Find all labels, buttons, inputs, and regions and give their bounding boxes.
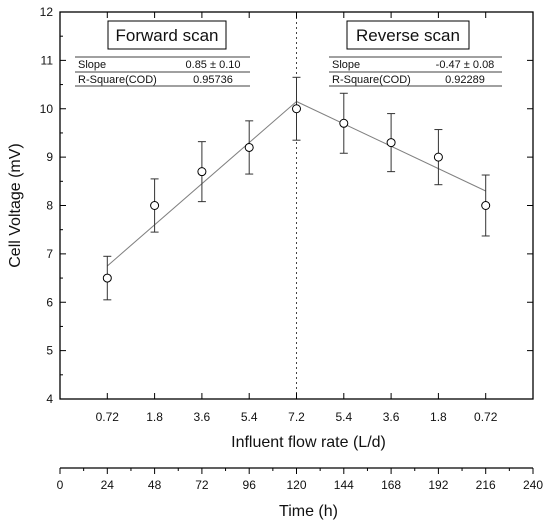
time-tick-label: 72: [195, 478, 209, 492]
data-point: [339, 118, 349, 128]
time-tick-label: 48: [148, 478, 162, 492]
data-point: [197, 167, 207, 177]
y-tick-label: 6: [46, 295, 53, 309]
x-axis-title: Influent flow rate (L/d): [231, 434, 386, 451]
x-tick-label: 5.4: [241, 410, 258, 424]
x-tick-label: 3.6: [194, 410, 211, 424]
r-square-value: 0.92289: [445, 74, 485, 86]
slope-label: Slope: [332, 59, 360, 71]
scan-label: Reverse scan: [356, 26, 460, 45]
time-axis-title: Time (h): [279, 503, 338, 520]
x-tick-label: 1.8: [430, 410, 447, 424]
data-point: [150, 201, 160, 210]
data-point: [386, 138, 396, 148]
y-axis-title: Cell Voltage (mV): [7, 143, 24, 268]
time-tick-label: 120: [286, 478, 306, 492]
data-point: [244, 142, 254, 152]
forward-scan-annotation: Forward scan Slope 0.85 ± 0.10 R-Square(COD…: [75, 20, 250, 87]
y-tick-label: 10: [40, 102, 54, 116]
x-tick-label: 7.2: [288, 410, 305, 424]
annotations-layer: Forward scan Slope 0.85 ± 0.10 R-Square(COD…: [75, 20, 502, 87]
time-tick-label: 0: [57, 478, 64, 492]
y-tick-label: 4: [46, 392, 53, 406]
data-point: [433, 152, 443, 162]
slope-value: 0.85 ± 0.10: [186, 59, 241, 71]
r-square-label: R-Square(COD): [332, 74, 411, 86]
x-tick-label: 5.4: [335, 410, 352, 424]
slope-label: Slope: [78, 59, 106, 71]
data-point: [102, 273, 112, 283]
data-point: [481, 201, 491, 210]
error-bars-layer: [103, 76, 490, 301]
y-tick-label: 9: [46, 150, 53, 164]
time-tick-label: 192: [428, 478, 448, 492]
y-tick-label: 11: [41, 53, 54, 67]
data-points-layer: [102, 104, 491, 283]
y-tick-label: 8: [46, 199, 53, 213]
scan-label-box: [346, 20, 470, 50]
r-square-label: R-Square(COD): [78, 74, 157, 86]
time-tick-label: 168: [381, 478, 401, 492]
reverse-scan-annotation: Reverse scan Slope -0.47 ± 0.08 R-Square(CO…: [329, 20, 502, 87]
axes-layer: 4 5 6 7 8 9 10 11 12 0.72 1.8 3.6 5.4 7.2 5.4 3.6 1.8 0.7…: [40, 5, 544, 492]
data-point: [292, 104, 301, 114]
y-tick-label: 12: [40, 5, 54, 19]
time-tick-label: 240: [523, 478, 543, 492]
slope-value: -0.47 ± 0.08: [436, 59, 495, 71]
x-tick-label: 1.8: [146, 410, 163, 424]
scan-label-box: [107, 20, 227, 50]
x-tick-label: 3.6: [383, 410, 400, 424]
time-tick-label: 144: [334, 478, 354, 492]
y-tick-label: 5: [46, 344, 53, 358]
x-tick-label: 0.72: [96, 410, 120, 424]
x-tick-label: 0.72: [474, 410, 498, 424]
scan-label: Forward scan: [116, 26, 219, 45]
time-tick-label: 24: [101, 478, 115, 492]
time-tick-label: 216: [476, 478, 496, 492]
y-tick-label: 7: [46, 247, 53, 261]
time-tick-label: 96: [243, 478, 257, 492]
r-square-value: 0.95736: [193, 74, 233, 86]
